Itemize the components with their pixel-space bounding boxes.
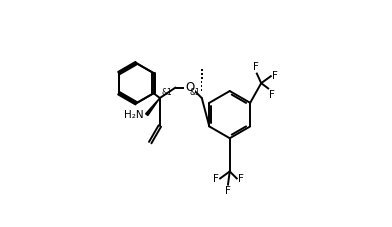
Polygon shape [145, 98, 160, 116]
Text: F: F [269, 90, 275, 100]
Text: F: F [253, 62, 259, 72]
Text: &1: &1 [189, 88, 200, 97]
Text: &1: &1 [161, 88, 172, 97]
Text: F: F [225, 186, 231, 196]
Text: F: F [213, 174, 219, 184]
Text: H₂N: H₂N [125, 110, 144, 120]
Text: F: F [272, 71, 278, 81]
Text: F: F [238, 174, 244, 184]
Text: O: O [185, 81, 194, 94]
